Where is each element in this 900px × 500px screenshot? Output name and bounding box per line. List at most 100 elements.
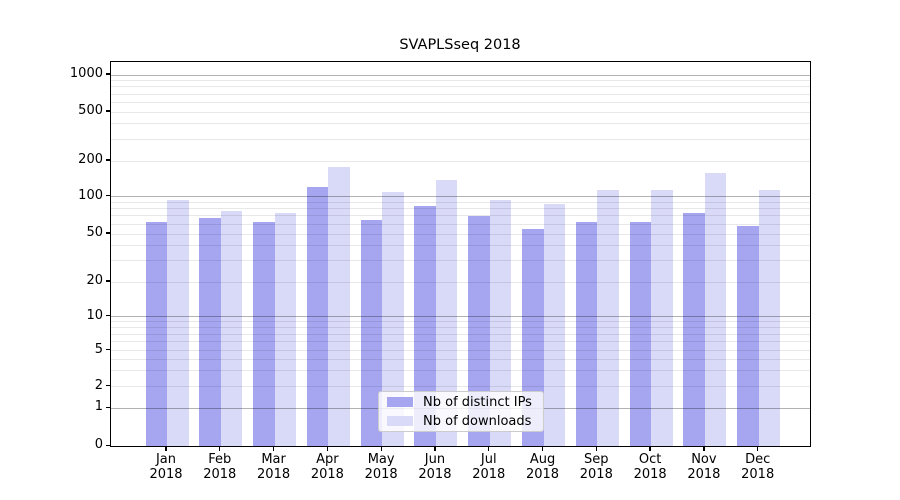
bar-downloads-mar <box>274 212 297 446</box>
gridline-minor <box>111 333 810 335</box>
y-tick <box>105 232 111 234</box>
y-tick <box>105 315 111 317</box>
x-tick <box>272 446 275 452</box>
y-tick <box>105 194 111 197</box>
bar-downloads-jan <box>167 200 189 446</box>
y-tick-label: 0 <box>94 437 103 453</box>
gridline-minor <box>111 80 810 82</box>
y-tick <box>105 280 111 282</box>
gridline-minor <box>111 160 810 162</box>
y-tick-label: 1 <box>94 399 103 415</box>
gridline-minor <box>111 321 810 323</box>
gridline-minor <box>111 386 810 388</box>
gridline-minor <box>111 358 810 360</box>
bar-distinct-ips-jun <box>414 205 436 446</box>
x-tick-label: Dec 2018 <box>741 452 775 482</box>
x-tick-label: Oct 2018 <box>633 452 667 482</box>
bar-distinct-ips-apr <box>306 186 329 446</box>
x-tick <box>380 446 382 452</box>
gridline-major <box>111 196 810 197</box>
x-tick-label: Jul 2018 <box>472 452 506 482</box>
gridline-minor <box>111 111 810 113</box>
bar-downloads-sep <box>597 190 619 446</box>
gridline-minor <box>111 233 810 235</box>
x-tick-label: Aug 2018 <box>525 452 560 482</box>
gridline-minor <box>111 245 810 247</box>
gridline-minor <box>111 208 810 210</box>
y-tick <box>105 406 111 408</box>
y-tick-label: 200 <box>78 152 103 167</box>
bar-distinct-ips-may <box>360 219 383 446</box>
x-tick-label: Mar 2018 <box>257 452 291 482</box>
bar-distinct-ips-nov <box>683 212 705 446</box>
x-tick-label: Sep 2018 <box>579 452 613 482</box>
x-tick <box>595 446 597 452</box>
bar-downloads-dec <box>758 190 781 446</box>
gridline-minor <box>111 370 810 372</box>
y-tick-label: 2 <box>94 377 103 393</box>
y-tick-label: 500 <box>78 103 103 118</box>
y-tick-label: 20 <box>86 273 103 288</box>
x-tick-label: Apr 2018 <box>310 452 344 482</box>
bar-downloads-may <box>382 191 404 446</box>
x-tick <box>219 446 221 452</box>
y-tick-label: 100 <box>78 187 103 203</box>
bar-downloads-jul <box>489 200 512 446</box>
x-tick-label: Jan 2018 <box>149 452 183 482</box>
bar-downloads-nov <box>704 173 727 446</box>
plot-area <box>110 61 811 447</box>
y-tick-label: 5 <box>94 341 103 357</box>
x-tick <box>434 446 436 452</box>
x-tick <box>165 446 167 452</box>
gridline-minor <box>111 93 810 95</box>
gridline-minor <box>111 101 810 103</box>
bar-downloads-feb <box>220 211 243 446</box>
chart-title: SVAPLSseq 2018 <box>399 37 521 53</box>
y-tick <box>105 385 111 387</box>
y-tick <box>105 110 111 112</box>
legend-swatch-distinct-ips <box>387 396 413 408</box>
bar-distinct-ips-jul <box>468 216 490 446</box>
gridline-major <box>111 74 810 76</box>
x-tick <box>488 446 490 452</box>
x-tick-label: May 2018 <box>364 452 398 482</box>
y-tick-label: 1000 <box>69 66 103 81</box>
gridline-minor <box>111 86 810 88</box>
legend-item-downloads: Nb of downloads <box>379 414 543 429</box>
gridline-minor <box>111 223 810 225</box>
legend-swatch-downloads <box>387 415 413 427</box>
gridline-minor <box>111 281 810 283</box>
bar-distinct-ips-sep <box>575 222 598 446</box>
gridline-minor <box>111 201 810 203</box>
x-tick <box>757 446 759 452</box>
y-tick <box>105 348 111 351</box>
x-tick-label: Nov 2018 <box>687 452 721 482</box>
x-tick <box>326 446 329 452</box>
legend-item-distinct-ips: Nb of distinct IPs <box>379 395 543 410</box>
legend: Nb of distinct IPs Nb of downloads <box>378 391 544 432</box>
bar-distinct-ips-jan <box>145 222 167 446</box>
x-tick-label: Feb 2018 <box>203 452 237 482</box>
bar-downloads-apr <box>328 166 350 446</box>
gridline-major <box>111 316 810 318</box>
x-tick <box>649 446 651 452</box>
legend-label-downloads: Nb of downloads <box>423 413 532 429</box>
y-tick <box>105 444 111 446</box>
gridline-minor <box>111 350 810 351</box>
bar-distinct-ips-oct <box>629 222 652 446</box>
bar-distinct-ips-mar <box>253 222 275 446</box>
gridline-minor <box>111 123 810 125</box>
bar-distinct-ips-dec <box>737 225 759 446</box>
gridline-minor <box>111 138 810 140</box>
y-tick <box>105 159 111 161</box>
y-tick-label: 10 <box>86 307 103 323</box>
gridline-minor <box>111 260 810 262</box>
bar-downloads-aug <box>543 204 566 446</box>
bar-distinct-ips-feb <box>199 217 221 446</box>
legend-label-distinct-ips: Nb of distinct IPs <box>423 394 532 410</box>
bar-downloads-jun <box>435 180 458 446</box>
y-tick-label: 50 <box>86 225 103 240</box>
bar-downloads-oct <box>651 189 673 446</box>
x-tick-label: Jun 2018 <box>418 452 452 482</box>
